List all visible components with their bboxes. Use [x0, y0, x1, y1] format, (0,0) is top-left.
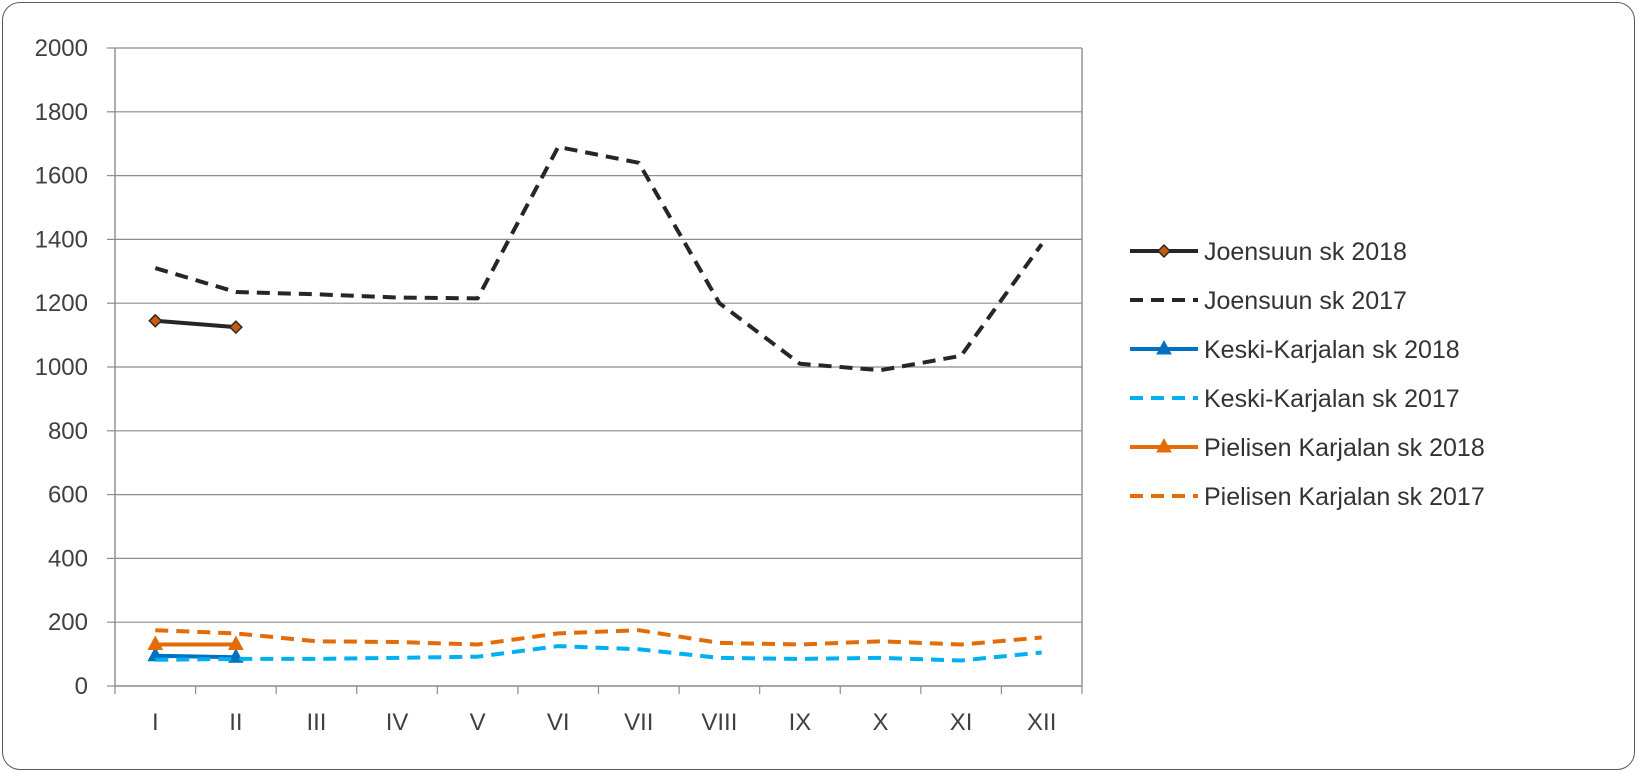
legend-entry-label: Keski-Karjalan sk 2017: [1204, 385, 1460, 413]
x-axis-ticks: I II III IV V VI VII VIII IX X XI XII: [114, 686, 1083, 736]
y-tick-label: 600: [48, 482, 88, 509]
x-tick-label: I: [152, 709, 159, 736]
legend-entry-label: Joensuun sk 2017: [1204, 287, 1407, 315]
legend-entry-label: Joensuun sk 2018: [1204, 238, 1407, 266]
x-tick-label: X: [873, 709, 889, 736]
legend-swatch-marker: [1156, 339, 1172, 355]
series-line-2: [155, 653, 236, 660]
y-tick-label: 1600: [35, 163, 88, 190]
data-point-marker: [148, 313, 163, 328]
x-tick-label: IV: [386, 709, 409, 736]
legend-swatch-marker: [1157, 244, 1171, 258]
y-tick-label: 1800: [35, 99, 88, 126]
x-tick-label: III: [306, 709, 326, 736]
y-tick-label: 2000: [35, 35, 88, 62]
x-tick-label: XI: [950, 709, 973, 736]
series-line-5: [155, 628, 1042, 647]
series-lines: [147, 144, 1044, 663]
y-tick-label: 1200: [35, 290, 88, 317]
y-tick-label: 200: [48, 609, 88, 636]
x-tick-label: VI: [547, 709, 570, 736]
grid-lines: [115, 47, 1082, 623]
data-point-marker: [228, 320, 243, 335]
x-tick-label: V: [470, 709, 486, 736]
x-tick-label: II: [229, 709, 242, 736]
x-tick-label: XII: [1027, 709, 1056, 736]
data-point-marker: [228, 635, 244, 651]
series-line-1: [154, 144, 1044, 373]
x-tick-label: VIII: [701, 709, 737, 736]
legend-swatch-marker: [1156, 437, 1172, 453]
y-tick-label: 1400: [35, 226, 88, 253]
y-tick-label: 800: [48, 418, 88, 445]
series-line-0: [155, 318, 237, 330]
y-axis-ticks: 0 200 400 600 800 1000 1200 1400 1600 1800 2000: [35, 35, 115, 700]
legend-entry-label: Pielisen Karjalan sk 2017: [1204, 483, 1485, 511]
series-line-3: [155, 644, 1042, 663]
y-tick-label: 0: [75, 673, 88, 700]
x-tick-label: IX: [789, 709, 812, 736]
x-tick-label: VII: [624, 709, 653, 736]
legend-entry-label: Keski-Karjalan sk 2018: [1204, 336, 1460, 364]
legend-entry-label: Pielisen Karjalan sk 2018: [1204, 434, 1485, 462]
y-tick-label: 1000: [35, 354, 88, 381]
data-point-marker: [147, 646, 164, 662]
legend: Joensuun sk 2018 Joensuun sk 2017 Keski-Ka…: [1130, 238, 1485, 511]
y-tick-label: 400: [48, 545, 88, 572]
data-point-marker: [147, 635, 164, 651]
